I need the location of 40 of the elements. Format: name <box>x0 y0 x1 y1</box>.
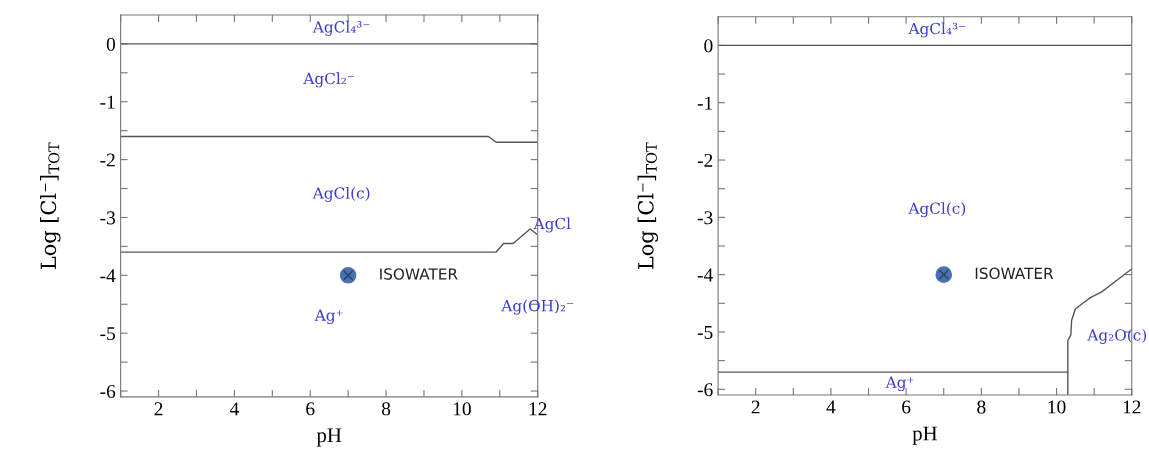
y-tick-label: 0 <box>704 39 713 53</box>
annotation: AgCl(c) <box>312 186 370 202</box>
x-tick-label: 10 <box>1048 400 1066 414</box>
x-tick-label: 8 <box>977 400 986 414</box>
annotation: AgCl(c) <box>908 202 966 218</box>
x-tick-label: 12 <box>529 402 547 416</box>
y-tick-label: -5 <box>100 327 116 341</box>
y-axis-title: Log [Cl⁻]$_{TOT}$ <box>40 142 61 269</box>
x-tick-label: 12 <box>1123 400 1141 414</box>
y-tick-label: -4 <box>100 269 116 283</box>
annotation: Ag⁺ <box>314 309 343 325</box>
x-axis-title: pH <box>316 428 342 447</box>
annotation: AgCl₄³⁻ <box>908 22 966 38</box>
x-tick-label: 6 <box>902 400 911 414</box>
y-tick-label: -2 <box>697 153 713 167</box>
y-tick-label: -6 <box>100 384 116 398</box>
x-tick-label: 4 <box>826 400 836 414</box>
annotation: ISOWATER <box>380 268 458 280</box>
annotation: AgCl₄³⁻ <box>312 20 370 36</box>
x-axis-title: pH <box>912 426 938 445</box>
x-tick-label: 2 <box>154 402 163 416</box>
y-tick-label: -3 <box>100 211 116 225</box>
x-tick-label: 4 <box>229 402 239 416</box>
y-tick-label: -6 <box>697 383 713 397</box>
y-tick-label: -1 <box>697 96 713 110</box>
annotation: AgCl₂⁻ <box>303 72 354 88</box>
x-tick-label: 6 <box>306 402 315 416</box>
y-tick-label: 0 <box>106 37 116 51</box>
annotation: ISOWATER <box>975 267 1054 280</box>
y-tick-label: -4 <box>697 268 713 282</box>
x-tick-label: 8 <box>381 402 391 416</box>
annotation: Ag₂O(c) <box>1087 328 1147 344</box>
y-tick-label: -1 <box>100 95 115 109</box>
x-tick-label: 10 <box>453 402 471 416</box>
y-axis-title: Log [Cl⁻]$_{TOT}$ <box>637 142 659 269</box>
x-tick-label: 2 <box>751 400 760 414</box>
y-tick-label: -3 <box>697 211 713 225</box>
annotation: Ag⁺ <box>885 376 914 392</box>
y-tick-label: -2 <box>100 153 115 167</box>
y-tick-label: -5 <box>697 325 713 339</box>
